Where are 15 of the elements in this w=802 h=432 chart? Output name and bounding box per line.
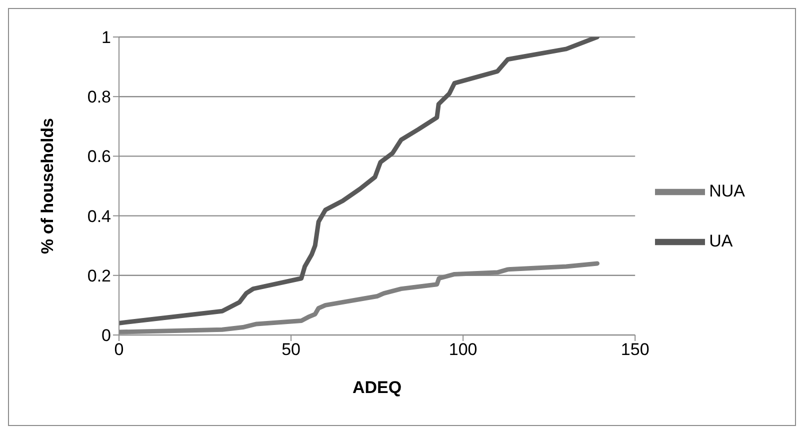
y-tick-label: 0.8 xyxy=(87,88,111,107)
y-tick-label: 0 xyxy=(102,326,111,346)
x-tick-label: 50 xyxy=(282,340,300,360)
y-axis-title: % of households xyxy=(38,118,58,254)
legend-label: UA xyxy=(709,231,733,250)
y-tick-label: 0.6 xyxy=(87,147,111,166)
y-tick-label: 0.2 xyxy=(87,266,111,286)
legend-label: NUA xyxy=(709,181,745,200)
y-tick-label: 1 xyxy=(102,28,111,48)
x-tick-label: 0 xyxy=(114,340,124,360)
x-tick-label: 150 xyxy=(620,340,650,360)
x-axis-title: ADEQ xyxy=(352,378,402,397)
y-tick-label: 0.4 xyxy=(87,206,111,226)
line-series xyxy=(119,37,600,326)
x-tick-label: 100 xyxy=(448,340,478,360)
